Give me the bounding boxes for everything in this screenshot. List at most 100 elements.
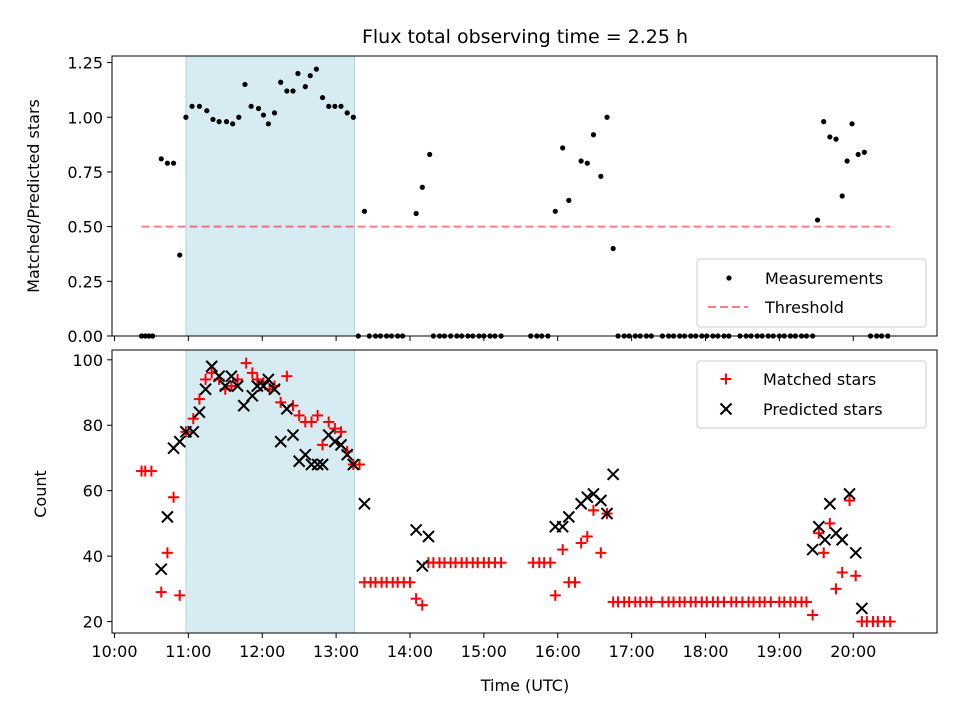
- measurement-point: [295, 70, 301, 77]
- matched-star-point: [844, 494, 856, 506]
- matched-star-point: [200, 373, 212, 385]
- matched-star-point: [410, 593, 422, 605]
- measurement-point: [189, 103, 195, 109]
- measurement-point: [278, 79, 284, 85]
- measurement-point: [216, 119, 222, 125]
- measurement-point: [844, 158, 850, 164]
- measurement-point: [271, 110, 278, 116]
- matched-star-point: [884, 616, 896, 628]
- y-tick-label: 40: [83, 547, 103, 566]
- legend-measurements-label: Measurements: [765, 269, 883, 288]
- measurement-point: [566, 197, 572, 203]
- measurement-point: [210, 116, 216, 123]
- predicted-star-point: [280, 402, 294, 416]
- predicted-star-point: [422, 530, 435, 543]
- measurement-point: [319, 94, 326, 101]
- predicted-star-point: [849, 546, 862, 560]
- x-tick-label: 18:00: [682, 642, 728, 661]
- bottom-x-axis-label: Time (UTC): [480, 676, 569, 695]
- measurement-point: [590, 132, 597, 138]
- matched-star-point: [818, 547, 830, 559]
- measurement-point: [855, 151, 861, 158]
- y-tick-label: 0.50: [67, 218, 103, 237]
- x-tick-label: 20:00: [830, 642, 876, 661]
- measurement-point: [302, 84, 308, 90]
- measurement-point: [260, 112, 267, 118]
- measurement-point: [419, 184, 425, 190]
- matched-star-point: [161, 547, 173, 559]
- measurement-point: [338, 103, 344, 109]
- predicted-star-point: [268, 383, 281, 396]
- matched-star-point: [168, 491, 180, 503]
- matched-star-point: [193, 393, 205, 405]
- predicted-star-point: [193, 405, 206, 419]
- predicted-star-point: [173, 435, 186, 448]
- top-axes-frame: [111, 55, 938, 337]
- matched-star-point: [544, 557, 556, 569]
- predicted-star-point: [347, 458, 360, 471]
- predicted-star-point: [823, 497, 837, 510]
- matched-star-point: [293, 409, 305, 421]
- predicted-star-point: [161, 510, 174, 524]
- measurement-point: [284, 88, 290, 94]
- matched-star-point: [824, 517, 836, 529]
- predicted-star-point: [246, 389, 259, 403]
- top-legend: Measurements Threshold: [696, 258, 927, 328]
- measurement-point: [183, 114, 189, 120]
- measurement-point: [814, 217, 821, 223]
- predicted-star-point: [316, 458, 329, 471]
- top-highlight-span: [185, 55, 356, 337]
- y-tick-label: 80: [83, 416, 103, 435]
- matched-star-point: [549, 589, 561, 601]
- measurement-point: [290, 88, 296, 94]
- matched-star-point: [323, 416, 335, 428]
- x-tick-label: 15:00: [461, 642, 507, 661]
- predicted-star-point: [843, 487, 856, 501]
- predicted-star-point: [155, 562, 168, 576]
- matched-star-point: [581, 530, 593, 542]
- figure-title: Flux total observing time = 2.25 h: [362, 26, 688, 48]
- predicted-star-point: [812, 520, 825, 533]
- measurement-point: [578, 158, 584, 164]
- predicted-star-point: [257, 379, 270, 393]
- matched-star-point: [174, 589, 186, 601]
- predicted-star-point: [818, 533, 832, 546]
- predicted-star-point: [835, 533, 849, 546]
- measurement-point: [560, 145, 566, 151]
- top-legend-box: [696, 258, 927, 328]
- measurement-point: [350, 114, 356, 120]
- matched-star-point: [807, 609, 819, 621]
- measurement-point: [361, 208, 368, 214]
- y-tick-label: 1.00: [67, 108, 103, 127]
- y-tick-label: 0.75: [67, 163, 103, 182]
- bottom-x-axis: 10:00 11:00 12:00 13:00 14:00 15:00 16:00 17:00…: [91, 633, 876, 661]
- matched-star-point: [495, 557, 507, 569]
- matched-star-point: [850, 570, 862, 582]
- measurement-point: [307, 73, 313, 79]
- predicted-star-point: [606, 468, 620, 481]
- matched-star-point: [575, 537, 587, 549]
- bottom-axes-frame: [111, 349, 938, 634]
- predicted-stars-series: [155, 360, 869, 615]
- x-tick-label: 14:00: [387, 642, 433, 661]
- predicted-star-point: [334, 438, 348, 452]
- measurement-point: [230, 121, 236, 127]
- matched-star-point: [329, 423, 341, 435]
- predicted-star-point: [855, 602, 869, 615]
- predicted-star-point: [409, 523, 423, 537]
- legend-matched-glyph: [720, 373, 732, 385]
- matched-star-point: [354, 459, 365, 471]
- legend-matched-label: Matched stars: [763, 370, 876, 389]
- predicted-star-point: [212, 369, 226, 383]
- measurement-point: [313, 66, 320, 72]
- x-tick-label: 17:00: [609, 642, 655, 661]
- x-tick-label: 19:00: [756, 642, 802, 661]
- matched-star-point: [305, 416, 317, 428]
- bottom-y-axis-label: Count: [31, 470, 50, 518]
- y-tick-label: 0.00: [67, 327, 103, 346]
- matched-star-point: [246, 367, 258, 379]
- top-y-axis: 0.00 0.25 0.50 0.75 1.00 1.25: [67, 54, 112, 346]
- measurement-point: [223, 119, 230, 125]
- matched-star-point: [595, 547, 607, 559]
